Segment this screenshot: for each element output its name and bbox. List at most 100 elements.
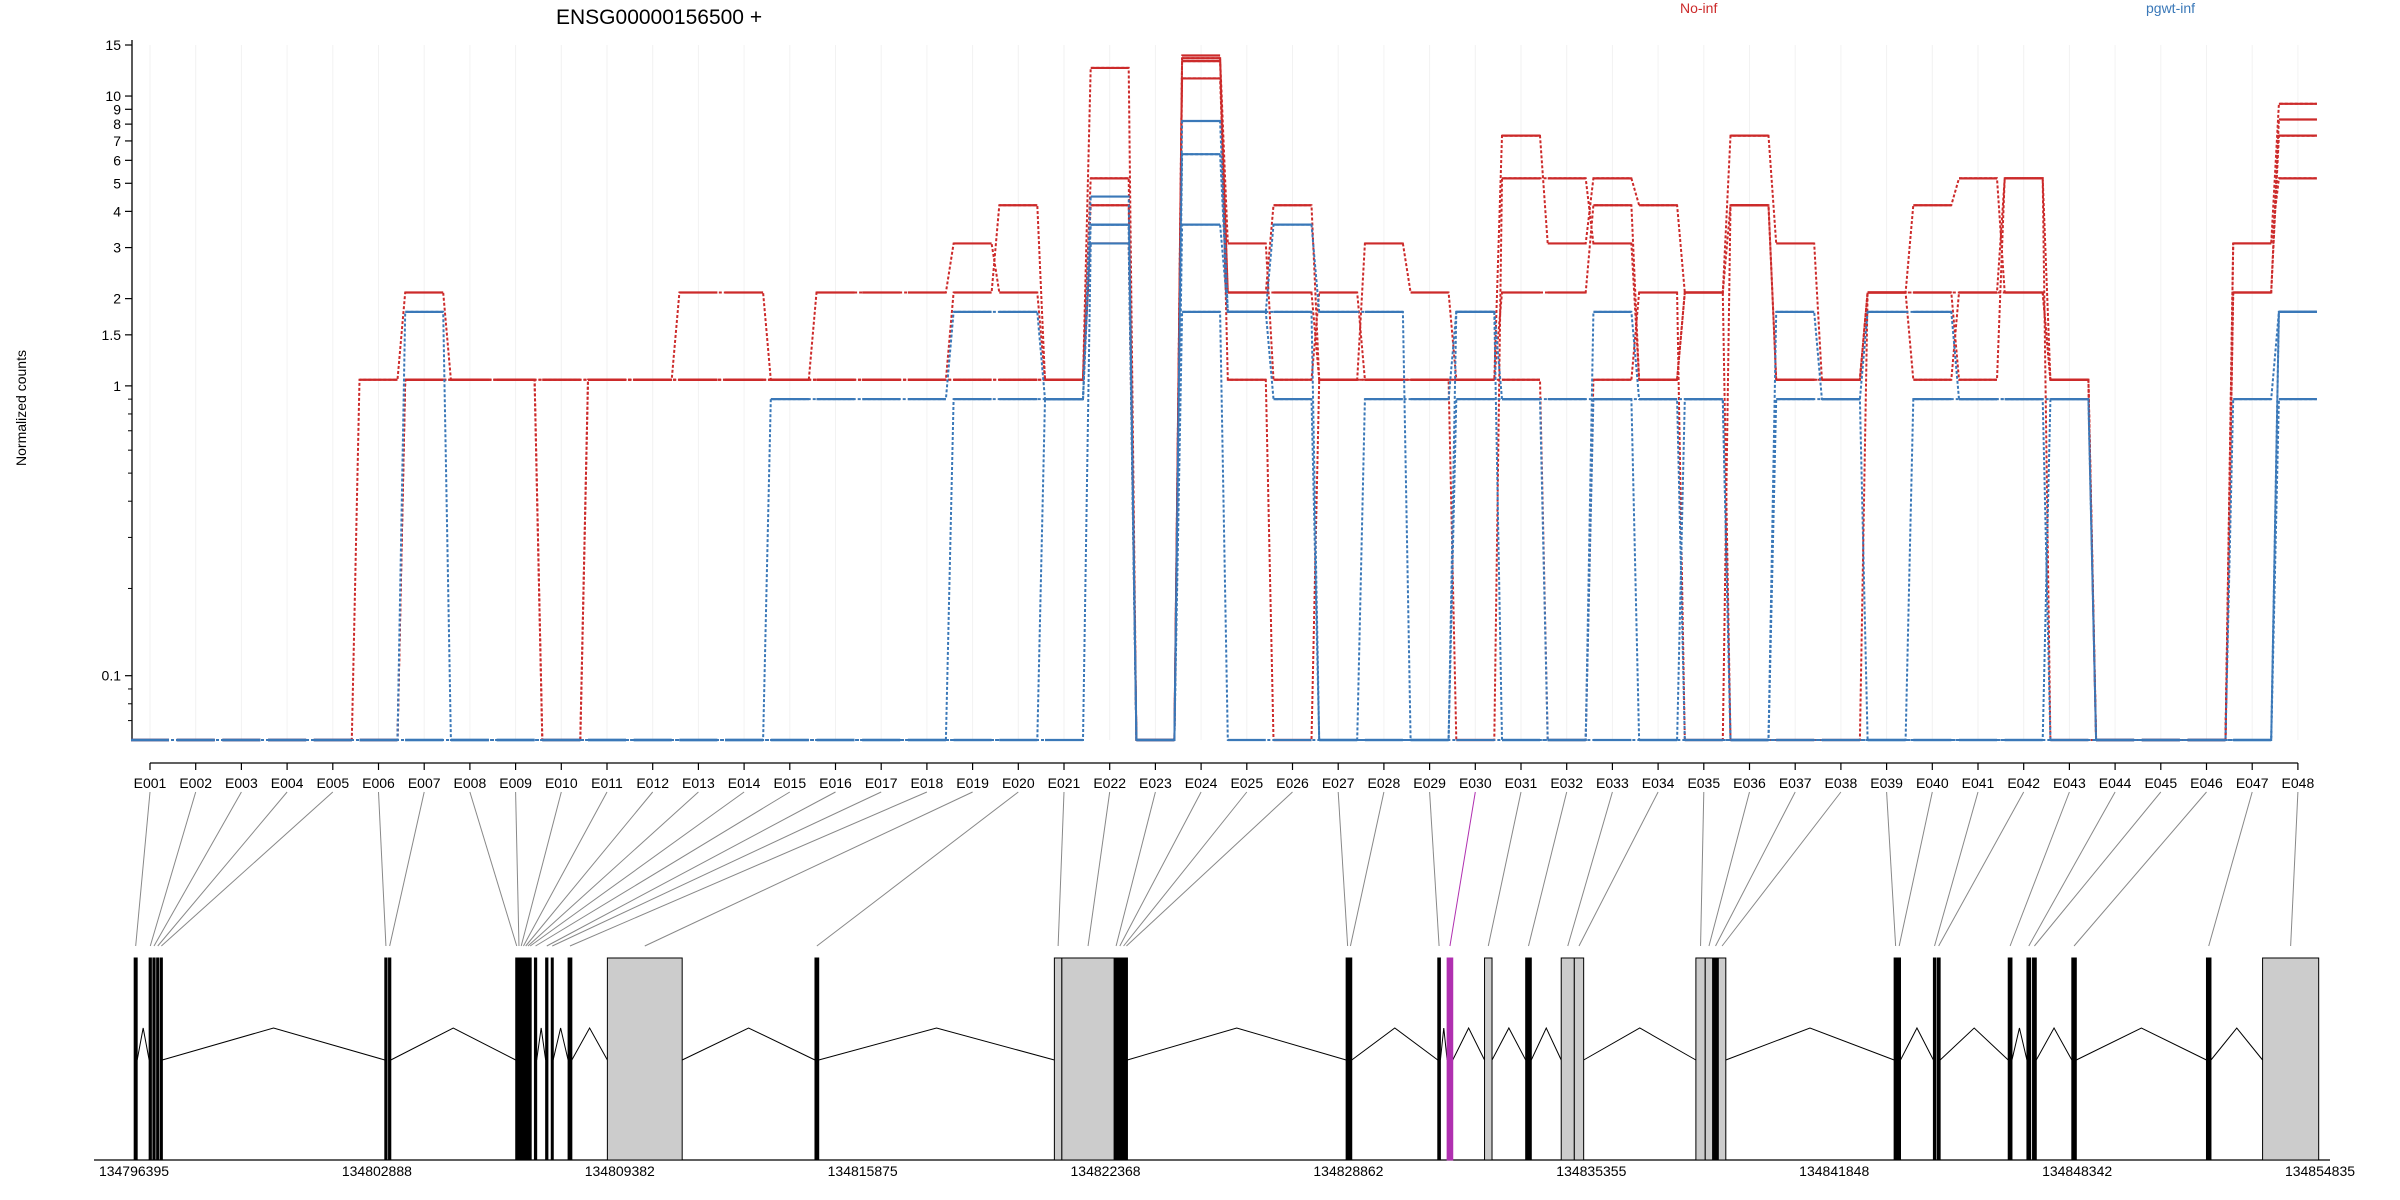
connector-e003 bbox=[153, 791, 242, 947]
connector-e002 bbox=[149, 791, 197, 947]
exon-block-e029 bbox=[1437, 957, 1441, 1161]
connector-e021 bbox=[1057, 791, 1065, 947]
chart-title: ENSG00000156500 + bbox=[556, 6, 762, 29]
exon-label-e005: E005 bbox=[316, 775, 349, 791]
intron-line bbox=[2035, 1026, 2073, 1061]
exon-block-e017 bbox=[550, 957, 554, 1161]
exon-label-e023: E023 bbox=[1139, 775, 1172, 791]
exon-label-e022: E022 bbox=[1093, 775, 1126, 791]
exon-label-e041: E041 bbox=[1962, 775, 1995, 791]
y-tick-label-0-1: 0.1 bbox=[102, 668, 122, 684]
exon-block-e006 bbox=[384, 957, 388, 1161]
intron-line bbox=[552, 1027, 569, 1061]
exon-label-e027: E027 bbox=[1322, 775, 1355, 791]
exon-label-e040: E040 bbox=[1916, 775, 1949, 791]
coordinate-label-134796395: 134796395 bbox=[99, 1163, 169, 1179]
intron-line bbox=[1439, 1027, 1448, 1061]
intron-line bbox=[1583, 1027, 1697, 1061]
exon-label-e038: E038 bbox=[1825, 775, 1858, 791]
y-tick-label-10: 10 bbox=[105, 88, 121, 104]
exon-block-e014 bbox=[528, 957, 532, 1161]
exon-block-e003 bbox=[152, 957, 156, 1161]
exon-block-e016 bbox=[545, 957, 549, 1161]
y-tick-label-6: 6 bbox=[113, 152, 121, 168]
exon-block-e037 bbox=[1712, 957, 1719, 1161]
exon-block-e043 bbox=[2007, 957, 2013, 1161]
connector-e041 bbox=[1934, 791, 1979, 947]
exon-label-e047: E047 bbox=[2236, 775, 2269, 791]
exon-label-e009: E009 bbox=[499, 775, 532, 791]
exon-label-e032: E032 bbox=[1550, 775, 1583, 791]
connector-e019 bbox=[644, 791, 973, 947]
exon-block-e011 bbox=[521, 957, 525, 1161]
connector-e009 bbox=[515, 791, 520, 947]
connector-e001 bbox=[135, 791, 151, 947]
exon-block-e020 bbox=[814, 957, 820, 1161]
intron-line bbox=[2011, 1027, 2028, 1061]
exon-label-e034: E034 bbox=[1642, 775, 1675, 791]
exon-label-e039: E039 bbox=[1870, 775, 1903, 791]
connector-e034 bbox=[1578, 791, 1659, 947]
intron-line bbox=[818, 1027, 1055, 1061]
connector-e007 bbox=[389, 791, 425, 947]
connector-e035 bbox=[1700, 791, 1705, 947]
exon-block-e001 bbox=[133, 957, 138, 1161]
connector-e022 bbox=[1087, 791, 1111, 947]
exon-block-e030 bbox=[1446, 957, 1454, 1161]
vertical-gridlines bbox=[149, 45, 2299, 740]
exon-block-e032 bbox=[1525, 957, 1532, 1161]
connector-e046 bbox=[2073, 791, 2207, 947]
exon-label-e020: E020 bbox=[1002, 775, 1035, 791]
gene-model-track: 134796395 134802888 134809382 134815875 1348… bbox=[94, 957, 2355, 1179]
exon-label-e033: E033 bbox=[1596, 775, 1629, 791]
exon-block-e045 bbox=[2032, 957, 2037, 1161]
connector-e032 bbox=[1528, 791, 1568, 947]
connector-e017 bbox=[552, 791, 882, 947]
connector-e040 bbox=[1898, 791, 1933, 947]
connector-e039 bbox=[1886, 791, 1897, 947]
connector-e048 bbox=[2290, 791, 2299, 947]
connector-e025 bbox=[1123, 791, 1248, 947]
exon-label-e006: E006 bbox=[362, 775, 395, 791]
exon-block-e028 bbox=[1348, 957, 1353, 1161]
connector-e004 bbox=[157, 791, 288, 947]
exon-block-e012 bbox=[524, 957, 528, 1161]
connector-e010 bbox=[520, 791, 562, 947]
connector-e005 bbox=[161, 791, 334, 947]
y-tick-label-9: 9 bbox=[113, 101, 121, 117]
exon-label-e035: E035 bbox=[1687, 775, 1720, 791]
exon-label-e018: E018 bbox=[911, 775, 944, 791]
exon-label-e043: E043 bbox=[2053, 775, 2086, 791]
connector-e037 bbox=[1715, 791, 1796, 947]
coordinate-label-134854835: 134854835 bbox=[2285, 1163, 2355, 1179]
exon-label-e046: E046 bbox=[2190, 775, 2223, 791]
exon-block-e040 bbox=[1897, 957, 1901, 1161]
series-pgwt-inf-sample-2 bbox=[131, 153, 2317, 741]
x-axis-exon-bins: E001 E002 E003 E004 E005 E006 E007 E008 E009 E010… bbox=[134, 762, 2314, 791]
y-tick-label-7: 7 bbox=[113, 133, 121, 149]
exon-connector-lines bbox=[135, 791, 2299, 947]
intron-line bbox=[536, 1027, 547, 1061]
y-axis-label: Normalized counts bbox=[13, 350, 29, 466]
intron-line bbox=[681, 1027, 816, 1061]
connector-e033 bbox=[1567, 791, 1613, 947]
exon-block-e044 bbox=[2026, 957, 2032, 1161]
exon-block-e008 bbox=[515, 957, 519, 1161]
legend-label-no-inf: No-inf bbox=[1680, 0, 1717, 16]
exon-block-e031 bbox=[1484, 957, 1493, 1161]
exon-label-e028: E028 bbox=[1368, 775, 1401, 791]
exon-label-e044: E044 bbox=[2099, 775, 2132, 791]
connector-e014 bbox=[529, 791, 745, 947]
connector-e018 bbox=[569, 791, 928, 947]
intron-line bbox=[1351, 1027, 1439, 1061]
exon-label-e011: E011 bbox=[591, 775, 623, 791]
y-tick-label-1-5: 1.5 bbox=[102, 327, 122, 343]
exon-label-e013: E013 bbox=[682, 775, 715, 791]
exon-block-e039 bbox=[1893, 957, 1898, 1161]
exon-label-e002: E002 bbox=[179, 775, 212, 791]
connector-e016 bbox=[546, 791, 836, 947]
intron-line bbox=[1127, 1027, 1347, 1061]
exon-block-e046 bbox=[2071, 957, 2077, 1161]
